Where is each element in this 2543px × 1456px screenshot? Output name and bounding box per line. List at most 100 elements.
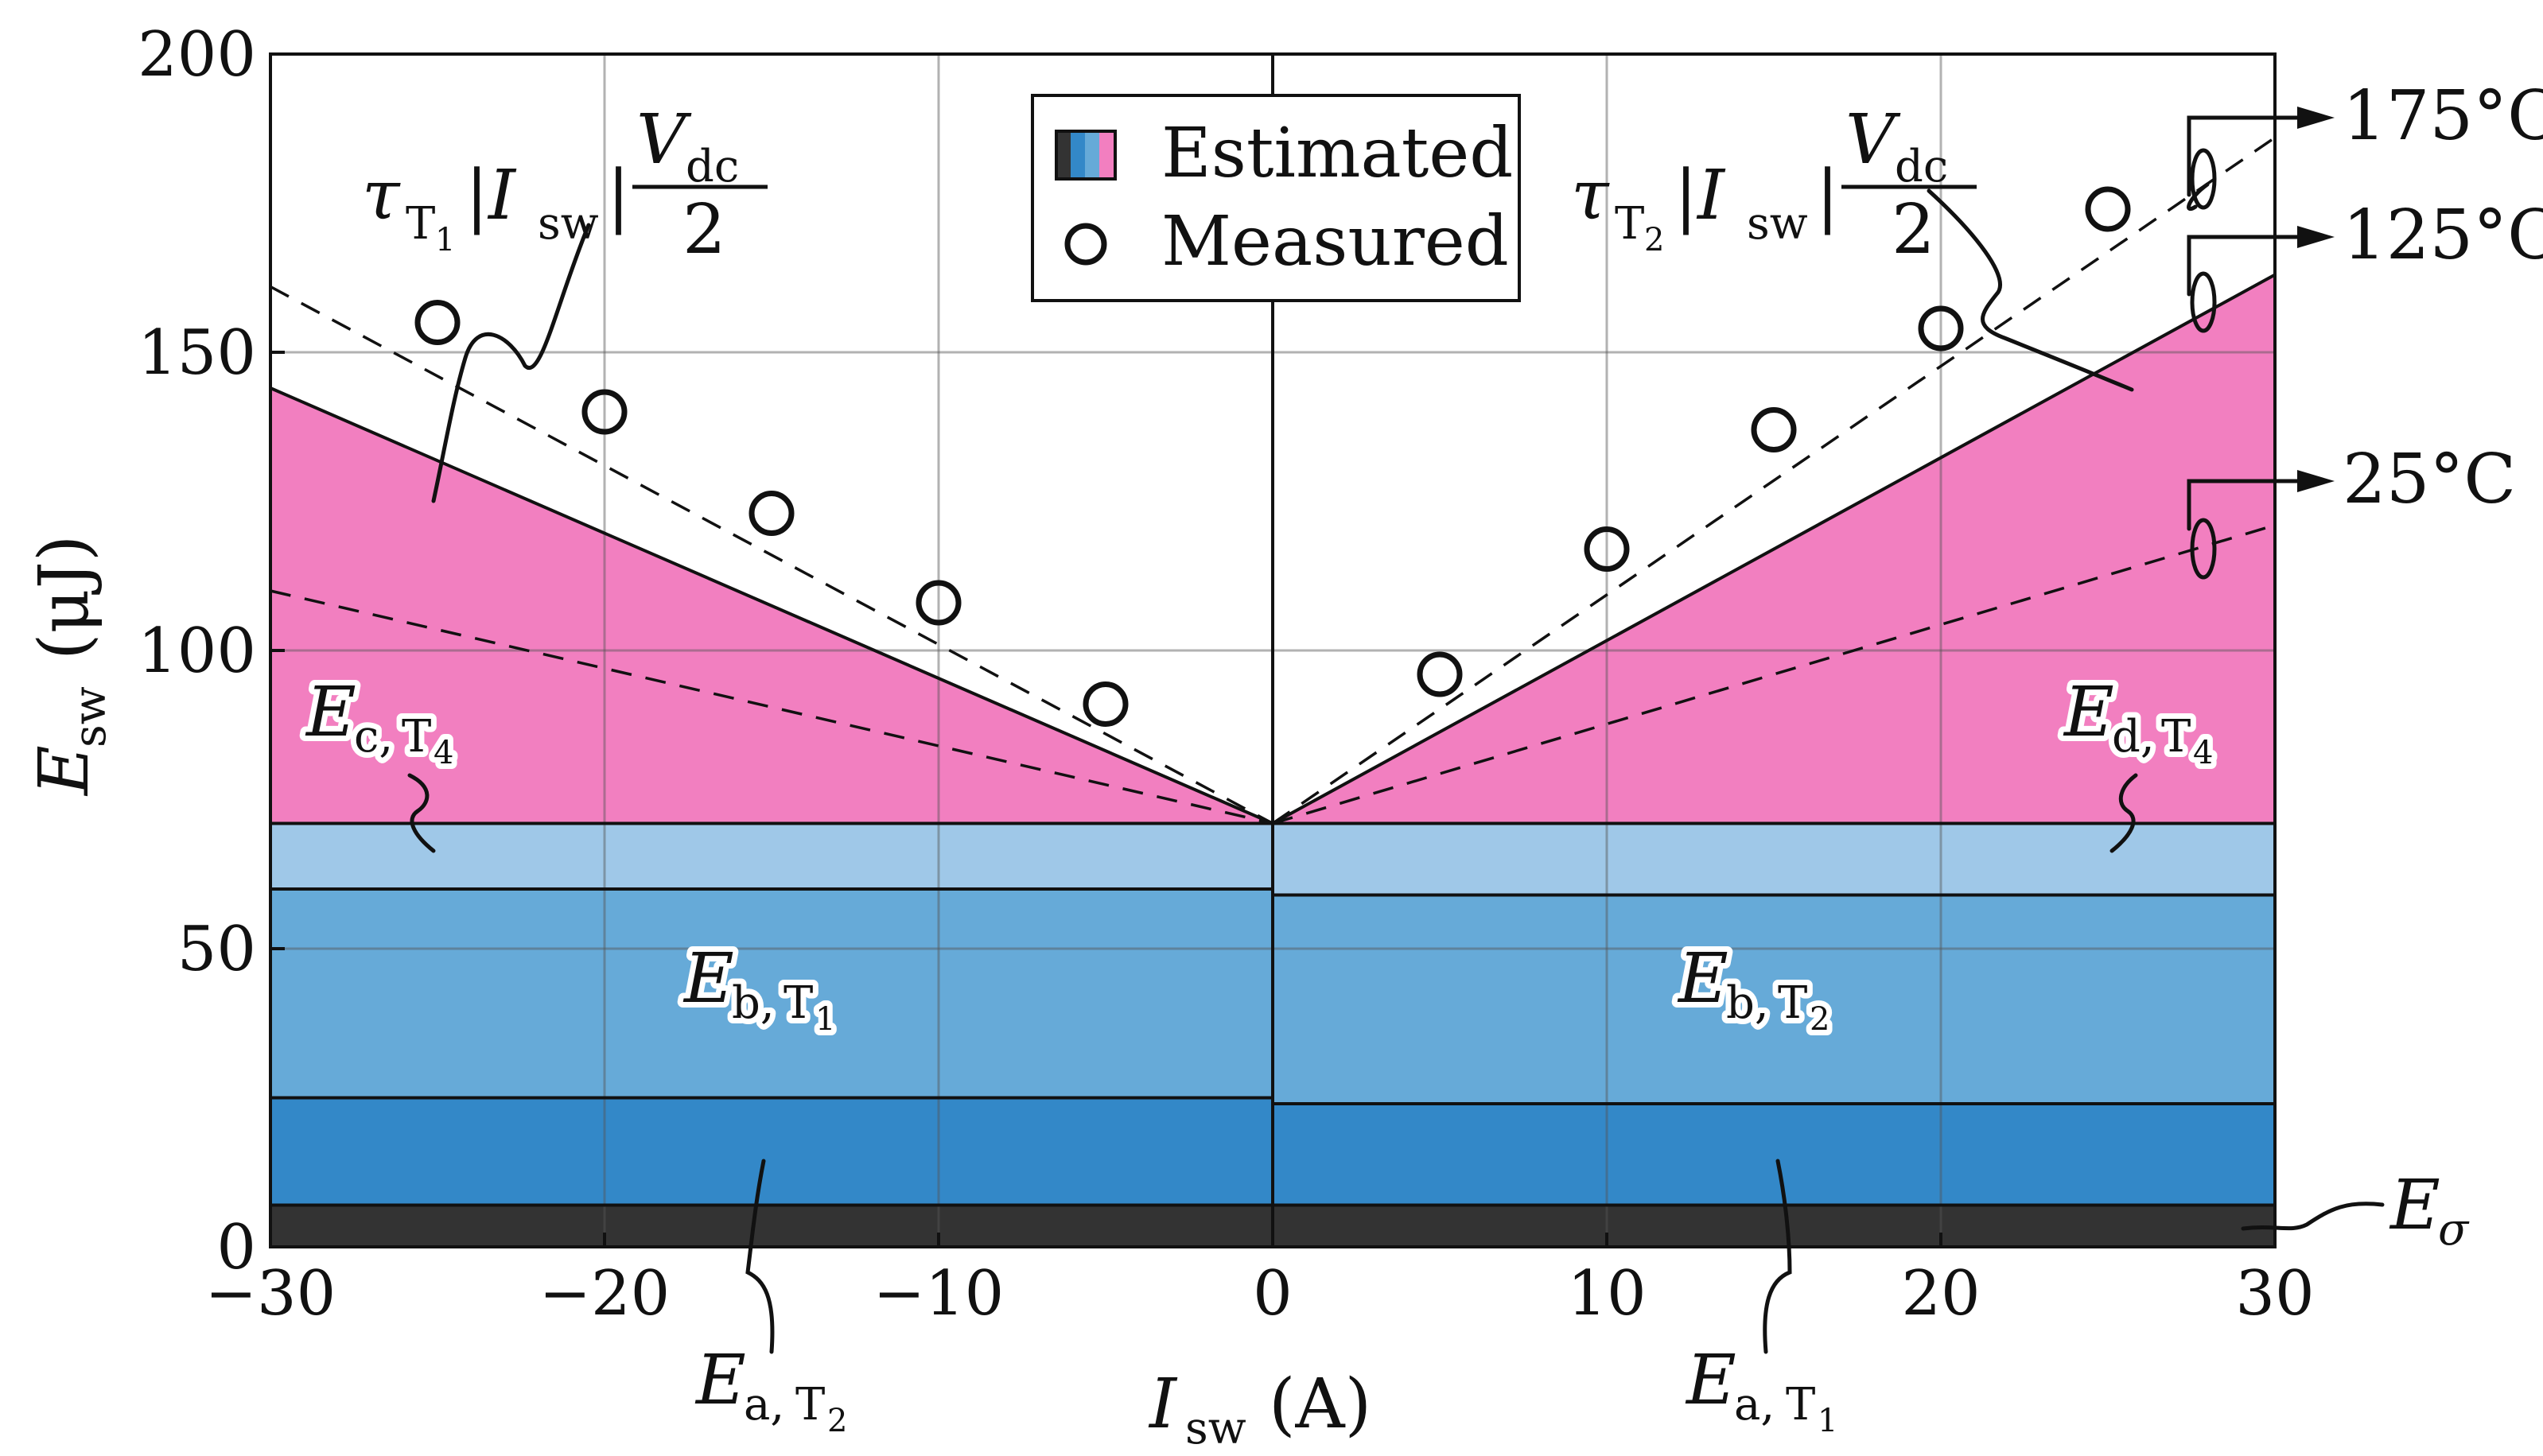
arrowhead-125 [2297, 226, 2335, 248]
arrowhead-25 [2297, 470, 2335, 492]
region-left-3 [270, 823, 1273, 889]
svg-text:b,: b, [1726, 977, 1769, 1029]
y-tick-label: 150 [138, 317, 256, 389]
measured-point [1083, 681, 1129, 727]
svg-text:|I: |I [1674, 156, 1726, 235]
annotation-tau-t2: τ T 2 |I sw | V dc 2 [1571, 100, 1977, 270]
svg-text:E: E [1677, 939, 1728, 1019]
temp-label-25: 25°C [2343, 440, 2516, 519]
boundary-left-4 [270, 386, 1273, 825]
legend-swatch-blue1 [1071, 131, 1085, 179]
svg-text:2: 2 [827, 1403, 847, 1439]
leader-tau-t1 [431, 223, 591, 503]
svg-text:E: E [1685, 1341, 1736, 1420]
region-right-1 [1273, 1104, 2275, 1206]
temperature-arrowheads [2297, 107, 2335, 492]
svg-text:sw: sw [1185, 1403, 1246, 1454]
svg-text:T: T [406, 198, 435, 250]
svg-text:E: E [2063, 673, 2114, 752]
svg-text:sw: sw [64, 686, 116, 747]
y-tick-label: 0 [216, 1212, 256, 1283]
measured-point [581, 389, 628, 435]
legend-swatch-dark [1056, 131, 1071, 179]
svg-text:4: 4 [2193, 735, 2213, 771]
dashed-line-1 [270, 589, 1273, 825]
leader-125 [2187, 235, 2301, 297]
dashed-line-2 [1272, 136, 2276, 825]
measured-point [2085, 186, 2131, 232]
annotation-tau-t1: τ T 1 |I sw | V dc 2 [362, 100, 768, 270]
dashed-lines [270, 136, 2276, 825]
measured-point [916, 580, 962, 626]
legend-marker-measured [1064, 223, 1107, 266]
x-tick-label: 30 [2235, 1258, 2314, 1330]
leader-25-loop [2190, 518, 2217, 580]
label-e-d-t4: E d, T 4 [2057, 667, 2218, 777]
y-tick-label: 100 [138, 615, 256, 687]
svg-text:(μJ): (μJ) [25, 535, 104, 660]
leader-25 [2187, 479, 2301, 531]
svg-text:V: V [1845, 100, 1901, 180]
svg-text:E: E [25, 745, 104, 797]
measured-point [1417, 651, 1463, 697]
leader-175 [2187, 115, 2301, 212]
svg-text:|: | [1816, 156, 1839, 235]
svg-text:E: E [2389, 1166, 2440, 1245]
leader-e-a-t2 [745, 1159, 775, 1354]
svg-text:E: E [305, 673, 356, 752]
x-tick-label: −10 [873, 1258, 1005, 1330]
svg-text:a,: a, [1734, 1379, 1775, 1431]
region-left-1 [270, 1097, 1273, 1206]
x-axis-label: I sw (A) [1148, 1365, 1371, 1454]
boundary-right-4 [1272, 273, 2276, 825]
svg-text:|: | [607, 156, 630, 235]
legend-swatch-frame [1055, 130, 1117, 181]
y-tick-label: 200 [138, 19, 256, 91]
svg-text:τ: τ [362, 156, 401, 235]
region-left-0 [270, 1205, 1273, 1247]
x-tick-label: −20 [539, 1258, 671, 1330]
measured-points [414, 186, 2131, 727]
svg-text:I: I [1148, 1365, 1178, 1444]
temp-label-175: 175°C [2343, 76, 2543, 156]
leader-e-a-t1 [1763, 1159, 1792, 1354]
label-e-c-t4: E c, T 4 [299, 667, 459, 777]
region-boundaries [270, 273, 2276, 1207]
svg-text:2: 2 [682, 190, 726, 270]
svg-text:b,: b, [732, 977, 775, 1029]
label-e-b-t2: E b, T 2 [1671, 934, 1835, 1043]
svg-text:(A): (A) [1269, 1365, 1371, 1444]
svg-text:E: E [694, 1341, 746, 1420]
x-tick-label: −30 [205, 1258, 336, 1330]
legend: Estimated Measured [1031, 94, 1521, 302]
x-tick-label: 10 [1567, 1258, 1646, 1330]
label-e-sigma: E σ [2389, 1166, 2470, 1256]
svg-text:a,: a, [744, 1379, 784, 1431]
svg-text:sw: sw [1747, 198, 1808, 250]
measured-point [1751, 407, 1797, 452]
region-left-2 [270, 889, 1273, 1098]
measured-point [749, 491, 795, 536]
axis-ticks: −30 −20 −10 0 10 20 30 0 50 100 150 200 [138, 19, 2315, 1330]
svg-text:E: E [682, 939, 734, 1019]
region-right-2 [1273, 895, 2275, 1104]
svg-text:τ: τ [1571, 156, 1610, 235]
svg-text:V: V [636, 100, 692, 180]
annotation-leaders [407, 115, 2385, 1354]
svg-text:T: T [784, 977, 813, 1029]
dashed-line-0 [270, 285, 1273, 825]
svg-text:T: T [1778, 977, 1807, 1029]
svg-text:1: 1 [435, 222, 455, 258]
legend-label-estimated: Estimated [1161, 114, 1513, 193]
svg-text:c,: c, [354, 711, 393, 763]
region-right-3 [1273, 823, 2275, 895]
leader-e-d [2109, 773, 2138, 853]
svg-text:1: 1 [815, 1001, 835, 1038]
measured-point [1584, 526, 1630, 572]
legend-swatch-blue2 [1085, 131, 1099, 179]
svg-text:σ: σ [2438, 1204, 2470, 1256]
svg-text:4: 4 [434, 735, 453, 771]
leader-e-sigma [2241, 1202, 2385, 1231]
y-axis-label: E sw (μJ) [25, 535, 116, 797]
region-right-0 [1273, 1205, 2275, 1247]
